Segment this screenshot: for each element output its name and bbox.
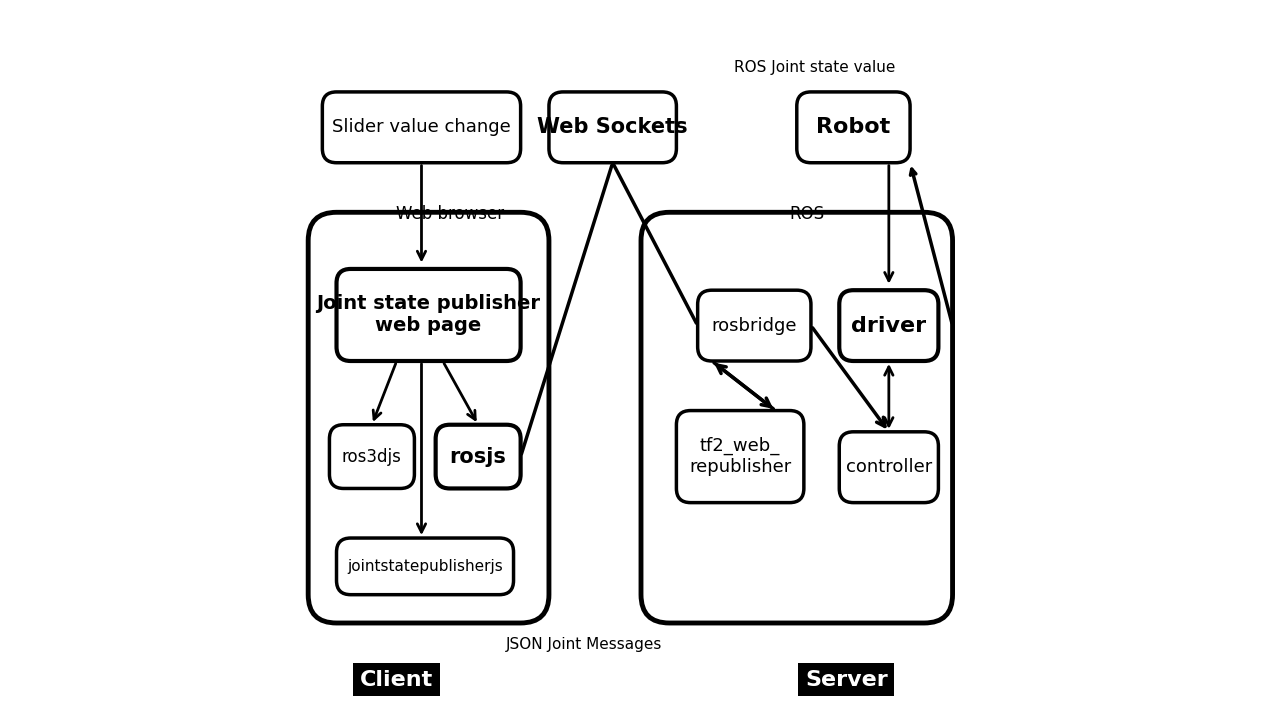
Text: Slider value change: Slider value change (332, 118, 510, 136)
Text: rosbridge: rosbridge (712, 316, 797, 334)
Text: jointstatepublisherjs: jointstatepublisherjs (347, 559, 503, 574)
FancyBboxPatch shape (336, 269, 520, 361)
Text: ROS Joint state value: ROS Joint state value (733, 60, 895, 74)
FancyBboxPatch shape (697, 290, 812, 361)
FancyBboxPatch shape (336, 538, 514, 595)
FancyBboxPatch shape (840, 432, 938, 503)
FancyBboxPatch shape (308, 212, 549, 623)
FancyBboxPatch shape (641, 212, 953, 623)
Text: Client: Client (360, 669, 433, 690)
Text: driver: driver (851, 316, 927, 336)
Text: Robot: Robot (817, 117, 891, 137)
Text: ros3djs: ros3djs (342, 448, 401, 466)
Text: Web browser: Web browser (396, 205, 504, 223)
FancyBboxPatch shape (840, 290, 938, 361)
Text: tf2_web_
republisher: tf2_web_ republisher (688, 437, 791, 476)
Text: rosjs: rosjs (450, 447, 506, 466)
Text: JSON Joint Messages: JSON Joint Messages (506, 637, 663, 652)
Text: controller: controller (846, 458, 932, 477)
FancyBboxPatch shape (677, 411, 804, 503)
FancyBboxPatch shape (329, 425, 414, 489)
Text: Joint state publisher
web page: Joint state publisher web page (317, 295, 541, 336)
FancyBboxPatch shape (322, 92, 520, 162)
Text: Web Sockets: Web Sockets (537, 117, 688, 137)
FancyBboxPatch shape (436, 425, 520, 489)
FancyBboxPatch shape (797, 92, 910, 162)
FancyBboxPatch shape (549, 92, 677, 162)
Text: Server: Server (805, 669, 887, 690)
Text: ROS: ROS (790, 205, 826, 223)
